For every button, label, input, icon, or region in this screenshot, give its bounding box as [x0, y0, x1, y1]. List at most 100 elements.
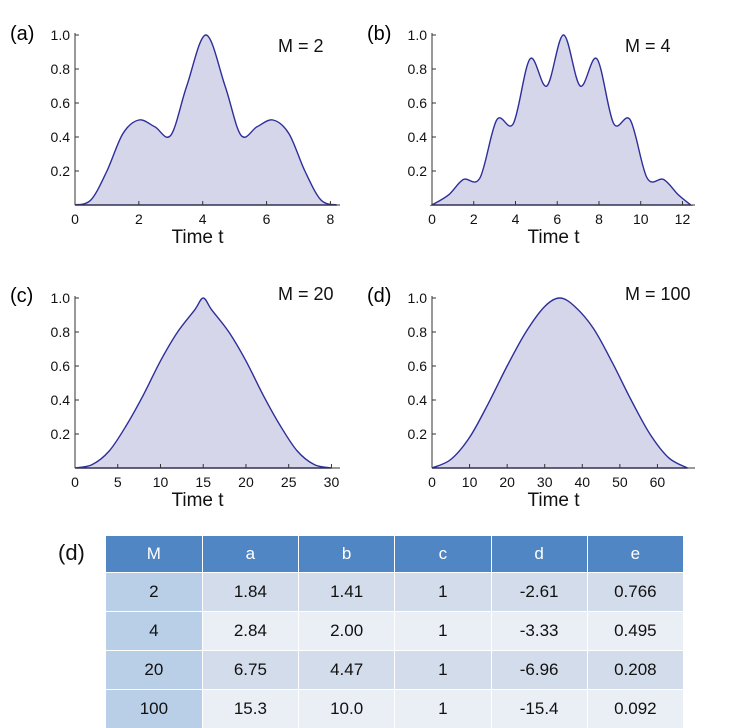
y-tick-label: 0.4: [51, 129, 71, 145]
table-cell: 1: [395, 573, 491, 612]
table-cell: 0.766: [587, 573, 683, 612]
annotation-label: M = 100: [625, 284, 691, 304]
x-tick-label: 60: [650, 474, 666, 490]
y-tick-label: 0.2: [408, 163, 428, 179]
y-tick-label: 0.6: [51, 358, 71, 374]
table-cell: 10.0: [299, 690, 395, 728]
y-tick-label: 0.8: [51, 324, 71, 340]
panel-label: (a): [10, 23, 34, 45]
header-b: b: [299, 536, 395, 573]
table-row: 2 1.84 1.41 1 -2.61 0.766: [106, 573, 684, 612]
x-tick-label: 40: [574, 474, 590, 490]
x-tick-label: 2: [135, 211, 143, 227]
table-panel-label: (d): [58, 540, 85, 566]
y-tick-label: 1.0: [408, 290, 428, 306]
y-tick-label: 0.6: [408, 95, 428, 111]
table-cell: 6.75: [202, 651, 298, 690]
table-row: 100 15.3 10.0 1 -15.4 0.092: [106, 690, 684, 728]
x-tick-label: 0: [428, 211, 436, 227]
table-header-row: M a b c d e: [106, 536, 684, 573]
series-curve: [432, 35, 691, 205]
x-tick-label: 4: [512, 211, 520, 227]
y-tick-label: 0.8: [408, 61, 428, 77]
table-cell: 0.092: [587, 690, 683, 728]
table-row: 4 2.84 2.00 1 -3.33 0.495: [106, 612, 684, 651]
x-axis-label: Time t: [527, 490, 580, 511]
x-tick-label: 10: [633, 211, 649, 227]
x-tick-label: 10: [153, 474, 169, 490]
table-cell: 0.495: [587, 612, 683, 651]
chart-panel: 0.2 0.4 0.6 0.8 1.0 0 2 4 6 8 Time t (a) M = 2: [10, 23, 340, 248]
table-cell: 4: [106, 612, 202, 651]
table-cell: -6.96: [491, 651, 587, 690]
table-cell: -15.4: [491, 690, 587, 728]
x-tick-label: 6: [553, 211, 561, 227]
table-cell: 1: [395, 651, 491, 690]
table-row: 20 6.75 4.47 1 -6.96 0.208: [106, 651, 684, 690]
y-tick-label: 0.2: [51, 426, 71, 442]
y-tick-label: 0.2: [408, 426, 428, 442]
x-tick-label: 8: [595, 211, 603, 227]
x-tick-label: 10: [462, 474, 478, 490]
x-tick-label: 30: [324, 474, 340, 490]
x-tick-label: 20: [238, 474, 254, 490]
x-tick-label: 15: [195, 474, 211, 490]
x-tick-label: 0: [428, 474, 436, 490]
table-cell: 20: [106, 651, 202, 690]
table-cell: 100: [106, 690, 202, 728]
annotation-label: M = 2: [278, 36, 324, 56]
annotation-label: M = 4: [625, 36, 671, 56]
y-tick-label: 1.0: [51, 290, 71, 306]
x-tick-label: 4: [199, 211, 207, 227]
header-e: e: [587, 536, 683, 573]
series-curve: [75, 35, 337, 205]
table-cell: 1: [395, 690, 491, 728]
y-tick-label: 0.8: [51, 61, 71, 77]
table-cell: 2.84: [202, 612, 298, 651]
x-tick-label: 5: [114, 474, 122, 490]
x-tick-label: 2: [470, 211, 478, 227]
table-cell: 0.208: [587, 651, 683, 690]
table-cell: 1.84: [202, 573, 298, 612]
x-tick-label: 0: [71, 474, 79, 490]
x-tick-label: 25: [281, 474, 297, 490]
y-tick-label: 0.4: [408, 129, 428, 145]
x-axis-label: Time t: [171, 490, 224, 511]
y-tick-label: 0.2: [51, 163, 71, 179]
x-axis-label: Time t: [527, 227, 580, 248]
header-a: a: [202, 536, 298, 573]
table-cell: 2: [106, 573, 202, 612]
plots-figure: 0.2 0.4 0.6 0.8 1.0 0 2 4 6 8 Time t (a) M = 2 0.2 0.4…: [0, 0, 738, 520]
x-tick-label: 50: [612, 474, 628, 490]
y-tick-label: 0.6: [51, 95, 71, 111]
y-tick-label: 0.6: [408, 358, 428, 374]
table-cell: 2.00: [299, 612, 395, 651]
x-tick-label: 0: [71, 211, 79, 227]
x-tick-label: 6: [263, 211, 271, 227]
panel-label: (c): [10, 285, 33, 307]
series-curve: [432, 298, 687, 468]
table-cell: 1.41: [299, 573, 395, 612]
y-tick-label: 1.0: [408, 27, 428, 43]
annotation-label: M = 20: [278, 284, 334, 304]
table-cell: 4.47: [299, 651, 395, 690]
header-c: c: [395, 536, 491, 573]
header-d: d: [491, 536, 587, 573]
series-curve: [75, 298, 331, 468]
x-tick-label: 8: [327, 211, 335, 227]
y-tick-label: 1.0: [51, 27, 71, 43]
panel-label: (b): [367, 23, 391, 45]
y-tick-label: 0.4: [51, 392, 71, 408]
y-tick-label: 0.8: [408, 324, 428, 340]
table-cell: -2.61: [491, 573, 587, 612]
x-axis-label: Time t: [171, 227, 224, 248]
table-cell: -3.33: [491, 612, 587, 651]
panel-label: (d): [367, 285, 391, 307]
chart-panel: 0.2 0.4 0.6 0.8 1.0 0 5 10 15 20 25 30 Time t (c) M = …: [10, 284, 340, 511]
table-cell: 1: [395, 612, 491, 651]
parameters-table: M a b c d e 2 1.84 1.41 1 -2.61 0.766 4 …: [106, 536, 684, 728]
header-m: M: [106, 536, 202, 573]
y-tick-label: 0.4: [408, 392, 428, 408]
